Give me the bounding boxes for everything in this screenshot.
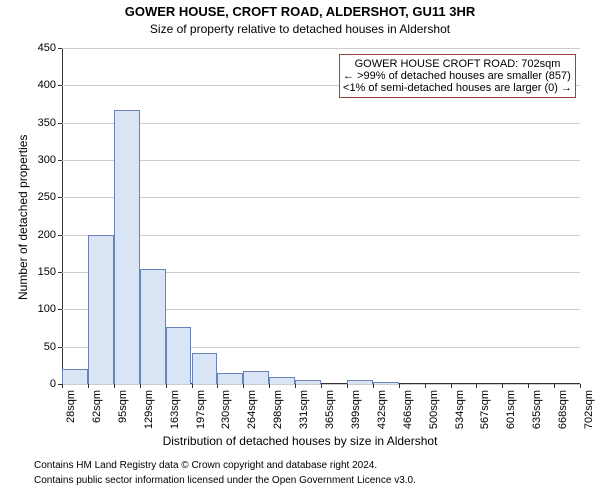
xtick-mark — [528, 384, 529, 388]
xtick-mark — [373, 384, 374, 388]
ytick-label: 350 — [38, 117, 62, 129]
xtick-label: 264sqm — [246, 384, 258, 429]
ytick-label: 450 — [38, 42, 62, 54]
xtick-label: 28sqm — [65, 384, 77, 423]
ytick-label: 50 — [44, 341, 62, 353]
xtick-label: 163sqm — [169, 384, 181, 429]
xtick-mark — [425, 384, 426, 388]
xtick-label: 197sqm — [195, 384, 207, 429]
annotation-line: <1% of semi-detached houses are larger (… — [343, 82, 572, 94]
gridline — [62, 123, 580, 124]
footer-line-1: Contains HM Land Registry data © Crown c… — [34, 460, 377, 471]
xtick-mark — [192, 384, 193, 388]
ytick-label: 300 — [38, 154, 62, 166]
y-axis-line — [62, 48, 63, 384]
xtick-label: 702sqm — [583, 384, 595, 429]
ytick-label: 100 — [38, 303, 62, 315]
histogram-bar — [140, 269, 166, 384]
xtick-mark — [399, 384, 400, 388]
histogram-bar — [62, 369, 88, 384]
xtick-mark — [502, 384, 503, 388]
gridline — [62, 197, 580, 198]
histogram-bar — [373, 382, 399, 384]
histogram-bar — [217, 373, 243, 384]
xtick-mark — [140, 384, 141, 388]
y-axis-label: Number of detached properties — [16, 135, 30, 300]
xtick-label: 129sqm — [143, 384, 155, 429]
annotation-line: ← >99% of detached houses are smaller (8… — [343, 70, 572, 82]
xtick-label: 635sqm — [531, 384, 543, 429]
xtick-label: 95sqm — [117, 384, 129, 423]
histogram-bar — [114, 110, 140, 384]
xtick-mark — [114, 384, 115, 388]
chart-title: GOWER HOUSE, CROFT ROAD, ALDERSHOT, GU11… — [0, 4, 600, 19]
xtick-mark — [295, 384, 296, 388]
xtick-label: 668sqm — [557, 384, 569, 429]
xtick-mark — [243, 384, 244, 388]
histogram-bar — [88, 235, 114, 384]
gridline — [62, 160, 580, 161]
xtick-label: 365sqm — [324, 384, 336, 429]
annotation-box: GOWER HOUSE CROFT ROAD: 702sqm← >99% of … — [339, 54, 576, 98]
xtick-label: 534sqm — [454, 384, 466, 429]
histogram-bar — [347, 380, 373, 384]
ytick-label: 150 — [38, 266, 62, 278]
xtick-mark — [321, 384, 322, 388]
ytick-label: 400 — [38, 79, 62, 91]
chart-container: GOWER HOUSE, CROFT ROAD, ALDERSHOT, GU11… — [0, 0, 600, 500]
xtick-label: 399sqm — [350, 384, 362, 429]
xtick-label: 601sqm — [505, 384, 517, 429]
xtick-mark — [269, 384, 270, 388]
xtick-mark — [451, 384, 452, 388]
plot-area: 05010015020025030035040045028sqm62sqm95s… — [62, 48, 580, 384]
footer-line-2: Contains public sector information licen… — [34, 475, 416, 486]
annotation-line: GOWER HOUSE CROFT ROAD: 702sqm — [343, 58, 572, 70]
ytick-label: 200 — [38, 229, 62, 241]
xtick-label: 298sqm — [272, 384, 284, 429]
ytick-label: 0 — [50, 378, 62, 390]
xtick-mark — [347, 384, 348, 388]
xtick-mark — [554, 384, 555, 388]
xtick-label: 500sqm — [428, 384, 440, 429]
histogram-bar — [295, 380, 321, 384]
xtick-label: 567sqm — [479, 384, 491, 429]
xtick-mark — [217, 384, 218, 388]
xtick-mark — [580, 384, 581, 388]
xtick-mark — [166, 384, 167, 388]
xtick-label: 466sqm — [402, 384, 414, 429]
histogram-bar — [269, 377, 295, 384]
histogram-bar — [192, 353, 218, 384]
histogram-bar — [243, 371, 269, 384]
xtick-label: 230sqm — [220, 384, 232, 429]
ytick-label: 250 — [38, 191, 62, 203]
xtick-mark — [62, 384, 63, 388]
histogram-bar — [166, 327, 192, 384]
xtick-label: 62sqm — [91, 384, 103, 423]
gridline — [62, 48, 580, 49]
gridline — [62, 235, 580, 236]
xtick-mark — [88, 384, 89, 388]
xtick-label: 331sqm — [298, 384, 310, 429]
xtick-label: 432sqm — [376, 384, 388, 429]
chart-subtitle: Size of property relative to detached ho… — [0, 22, 600, 36]
xtick-mark — [476, 384, 477, 388]
x-axis-label: Distribution of detached houses by size … — [0, 434, 600, 448]
